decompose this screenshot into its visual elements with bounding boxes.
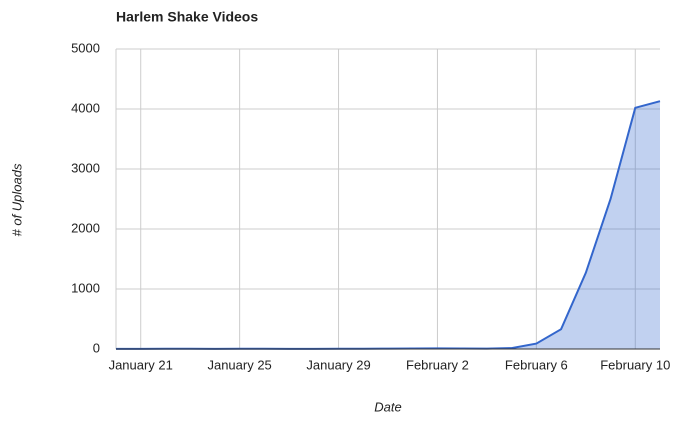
x-tick-label: February 6 (505, 357, 568, 372)
y-tick-label: 3000 (71, 160, 100, 175)
x-tick-label: January 29 (306, 357, 370, 372)
x-tick-label: January 21 (109, 357, 173, 372)
chart-title: Harlem Shake Videos (116, 9, 258, 25)
x-tick-label: February 10 (600, 357, 670, 372)
y-tick-label: 1000 (71, 280, 100, 295)
x-tick-label: February 2 (406, 357, 469, 372)
y-tick-label: 0 (93, 340, 100, 355)
y-tick-label: 4000 (71, 100, 100, 115)
area (116, 101, 660, 349)
y-tick-label: 5000 (71, 40, 100, 55)
y-axis-label: # of Uploads (9, 163, 24, 236)
x-tick-label: January 25 (207, 357, 271, 372)
y-tick-label: 2000 (71, 220, 100, 235)
x-axis-label: Date (374, 399, 401, 414)
